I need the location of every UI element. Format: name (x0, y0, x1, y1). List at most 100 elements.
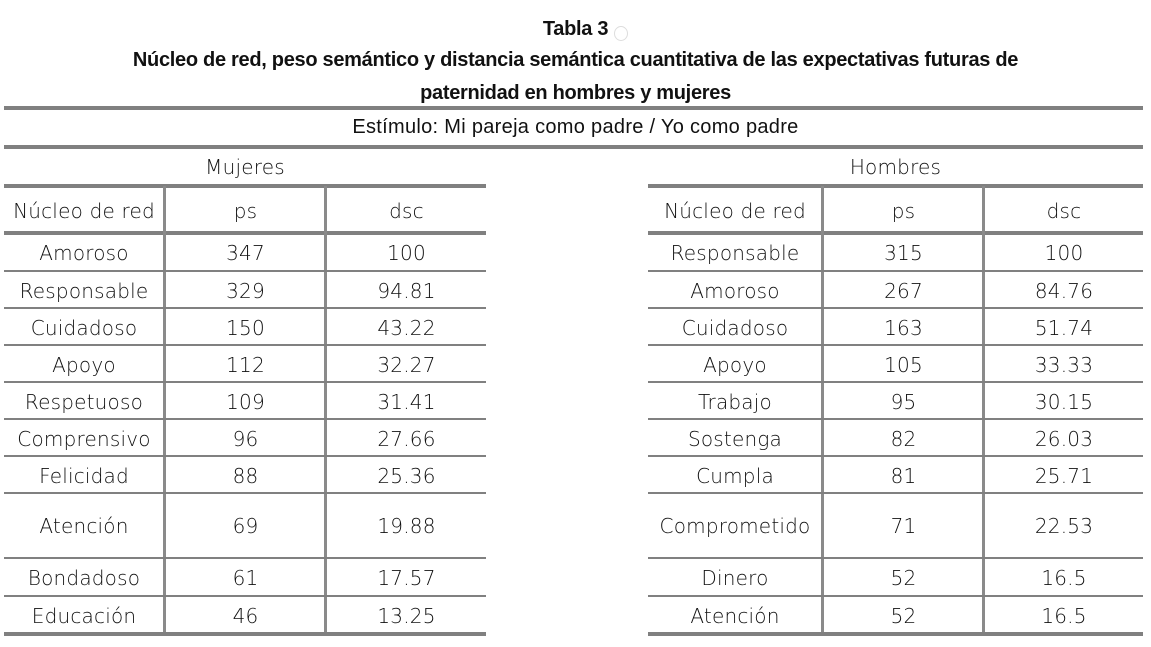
stimulus-label: Estímulo: Mi pareja como padre / Yo como… (352, 116, 799, 138)
circle-mark-icon (614, 26, 628, 41)
table-cell-nucleo: Amoroso (690, 279, 780, 303)
table-cell-ps: 347 (226, 241, 265, 265)
table-cell-nucleo: Comprometido (659, 514, 811, 538)
row-rule (4, 270, 486, 272)
table-cell-nucleo: Atención (690, 604, 780, 628)
stimulus-rule (4, 145, 1143, 149)
table-cell-dsc: 17.57 (377, 566, 436, 590)
table-cell-nucleo: Felicidad (39, 464, 129, 488)
col-header-dsc-mujeres: dsc (389, 199, 424, 223)
col-header-ps-hombres: ps (891, 199, 916, 223)
col-divider (821, 186, 824, 634)
group-rule-mujeres (4, 184, 486, 188)
row-rule (4, 595, 486, 597)
table-cell-nucleo: Dinero (701, 566, 769, 590)
col-header-dsc-hombres: dsc (1046, 199, 1082, 223)
row-rule (648, 418, 1143, 420)
table-cell-dsc: 25.71 (1034, 464, 1094, 488)
table-cell-ps: 81 (890, 464, 917, 488)
table-cell-dsc: 31.41 (377, 390, 436, 414)
table-cell-nucleo: Responsable (19, 279, 149, 303)
row-rule (648, 557, 1143, 559)
table-cell-ps: 82 (890, 427, 917, 451)
table-cell-nucleo: Cumpla (696, 464, 774, 488)
table-cell-nucleo: Amoroso (39, 241, 129, 265)
table-cell-nucleo: Apoyo (52, 353, 116, 377)
row-rule (648, 307, 1143, 309)
col-divider (982, 186, 985, 634)
table-cell-dsc: 30.15 (1034, 390, 1094, 414)
table-cell-dsc: 100 (1044, 241, 1084, 265)
table-cell-ps: 267 (884, 279, 923, 303)
col-header-ps-mujeres: ps (233, 199, 258, 223)
group-rule-hombres (648, 184, 1143, 188)
table-cell-nucleo: Respetuoso (24, 390, 144, 414)
table-cell-dsc: 27.66 (377, 427, 436, 451)
col-header-nucleo-mujeres: Núcleo de red (13, 199, 155, 223)
row-rule (648, 270, 1143, 272)
table-cell-nucleo: Comprensivo (17, 427, 151, 451)
table-label: Tabla 3 (542, 18, 609, 40)
table-cell-ps: 52 (890, 566, 917, 590)
table-cell-dsc: 84.76 (1034, 279, 1094, 303)
table-title-line1: Núcleo de red, peso semántico y distanci… (132, 49, 1019, 71)
row-rule (4, 418, 486, 420)
table-cell-ps: 329 (226, 279, 265, 303)
bottom-rule-mujeres (4, 632, 486, 636)
row-rule (648, 595, 1143, 597)
table-cell-ps: 52 (890, 604, 917, 628)
table-cell-ps: 61 (232, 566, 259, 590)
table-cell-nucleo: Educación (31, 604, 137, 628)
table-cell-dsc: 100 (387, 241, 426, 265)
row-rule (4, 455, 486, 457)
header-rule-hombres (648, 231, 1143, 235)
table-cell-dsc: 25.36 (377, 464, 436, 488)
table-cell-dsc: 16.5 (1041, 604, 1087, 628)
row-rule (4, 557, 486, 559)
row-rule (648, 492, 1143, 494)
table-title-line2: paternidad en hombres y mujeres (420, 82, 731, 104)
table-cell-dsc: 19.88 (377, 514, 436, 538)
table-cell-nucleo: Sostenga (687, 427, 783, 451)
table-cell-dsc: 32.27 (377, 353, 436, 377)
row-rule (4, 492, 486, 494)
table-cell-dsc: 33.33 (1034, 353, 1094, 377)
table-cell-dsc: 13.25 (377, 604, 436, 628)
table-cell-ps: 46 (232, 604, 259, 628)
table-cell-dsc: 43.22 (377, 316, 436, 340)
table-cell-nucleo: Bondadoso (27, 566, 141, 590)
row-rule (4, 381, 486, 383)
table-cell-nucleo: Atención (39, 514, 129, 538)
group-header-hombres: Hombres (849, 155, 942, 179)
table-cell-dsc: 94.81 (377, 279, 436, 303)
table-cell-ps: 163 (884, 316, 923, 340)
table-cell-nucleo: Apoyo (703, 353, 767, 377)
table-cell-ps: 96 (232, 427, 259, 451)
table-cell-ps: 69 (232, 514, 259, 538)
row-rule (4, 344, 486, 346)
table-cell-nucleo: Cuidadoso (681, 316, 789, 340)
table-cell-ps: 88 (232, 464, 259, 488)
table-cell-ps: 112 (226, 353, 265, 377)
table-cell-ps: 105 (884, 353, 923, 377)
table-cell-dsc: 22.53 (1034, 514, 1094, 538)
table-cell-dsc: 51.74 (1034, 316, 1094, 340)
row-rule (648, 381, 1143, 383)
col-header-nucleo-hombres: Núcleo de red (664, 199, 806, 223)
table-cell-dsc: 26.03 (1034, 427, 1094, 451)
table-cell-ps: 150 (226, 316, 265, 340)
group-header-mujeres: Mujeres (205, 155, 285, 179)
table-cell-dsc: 16.5 (1041, 566, 1087, 590)
table-cell-nucleo: Responsable (670, 241, 800, 265)
col-divider (324, 186, 327, 634)
table-cell-ps: 71 (890, 514, 917, 538)
table-cell-ps: 95 (890, 390, 917, 414)
top-rule (4, 106, 1143, 110)
table-cell-ps: 109 (226, 390, 265, 414)
header-rule-mujeres (4, 231, 486, 235)
table-cell-nucleo: Cuidadoso (30, 316, 138, 340)
row-rule (648, 455, 1143, 457)
table-cell-nucleo: Trabajo (698, 390, 772, 414)
col-divider (163, 186, 166, 634)
table-cell-ps: 315 (884, 241, 923, 265)
